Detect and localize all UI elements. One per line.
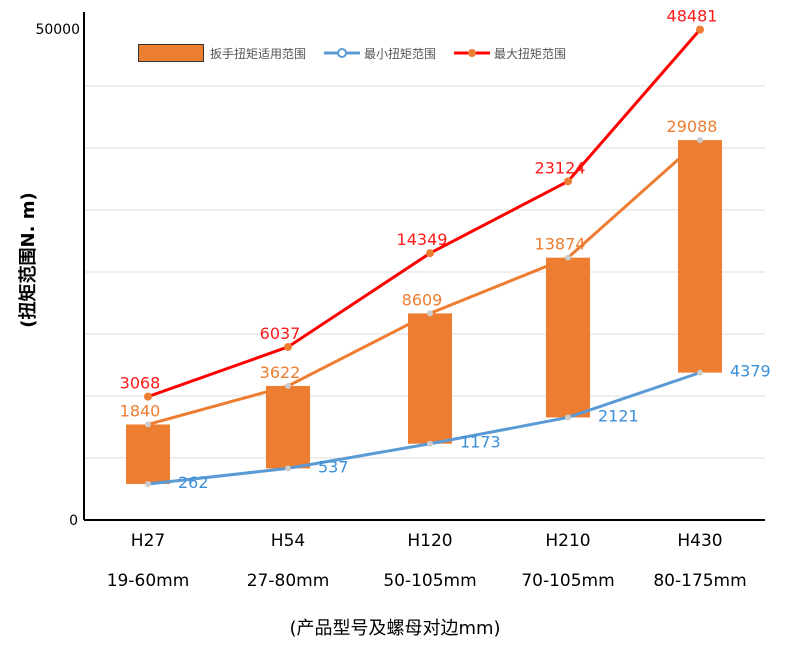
y-tick-label: 0 (69, 513, 78, 529)
bar-data-label: 1840 (120, 401, 161, 420)
x-subtick-label: 80-175mm (653, 571, 746, 591)
bar-top-point (565, 254, 571, 261)
legend-item-range: 扳手扭矩适用范围 (138, 44, 306, 62)
max-point (284, 342, 292, 351)
x-tick-label: H120 (407, 531, 452, 551)
max-point (696, 25, 704, 34)
y-axis-label-text: (扭矩范围N. m) (17, 192, 39, 327)
max-data-label: 23124 (535, 158, 586, 177)
max-point (144, 392, 152, 401)
min-data-label: 4379 (730, 362, 771, 381)
x-subtick-label: 27-80mm (247, 571, 330, 591)
min-data-label: 262 (178, 473, 209, 492)
min-point (285, 465, 291, 472)
range-bar (408, 313, 452, 444)
range-bar (678, 140, 722, 373)
y-tick-label: 50000 (35, 22, 80, 38)
x-subtick-label: 70-105mm (521, 571, 614, 591)
max-data-label: 14349 (397, 230, 448, 249)
x-tick-label: H27 (131, 531, 165, 551)
bar-data-label: 3622 (260, 363, 301, 382)
legend-label: 最小扭矩范围 (364, 46, 437, 61)
max-point (564, 177, 572, 186)
legend-item-min: 最小扭矩范围 (324, 45, 436, 62)
x-axis-label: (产品型号及螺母对边mm) (289, 618, 501, 639)
range-bar (126, 424, 170, 484)
min-data-label: 2121 (598, 406, 639, 425)
min-point (565, 414, 571, 421)
bar-top-point (285, 382, 291, 389)
x-tick-label: H54 (271, 531, 305, 551)
legend-bar-swatch (138, 44, 204, 62)
bar-data-label: 13874 (535, 235, 586, 254)
min-point (145, 480, 151, 487)
legend-min-swatch (324, 48, 361, 58)
bar-top-point (145, 421, 151, 428)
min-point (427, 440, 433, 447)
x-subtick-label: 50-105mm (383, 571, 476, 591)
range-bar (266, 385, 310, 469)
legend-max-swatch (454, 49, 491, 57)
x-tick-label: H210 (545, 531, 590, 551)
legend-label: 扳手扭矩适用范围 (210, 46, 307, 61)
max-data-label: 3068 (120, 374, 161, 393)
x-subtick-label: 19-60mm (107, 571, 190, 591)
range-bar (546, 257, 590, 418)
max-data-label: 6037 (260, 324, 301, 343)
bar-data-label: 8609 (402, 290, 443, 309)
max-data-label: 48481 (667, 7, 718, 26)
bar-data-label: 29088 (667, 117, 718, 136)
min-data-label: 537 (318, 457, 349, 476)
legend-label: 最大扭矩范围 (494, 46, 567, 61)
x-tick-label: H430 (677, 531, 722, 551)
legend-item-max: 最大扭矩范围 (454, 45, 566, 62)
max-point (426, 249, 434, 258)
bar-top-point (427, 310, 433, 317)
min-point (697, 369, 703, 376)
legend: 扳手扭矩适用范围 最小扭矩范围 最大扭矩范围 (138, 44, 584, 62)
y-axis-label: (扭矩范围N. m) (17, 192, 39, 327)
bar-top-point (697, 137, 703, 144)
min-data-label: 1173 (460, 433, 501, 452)
